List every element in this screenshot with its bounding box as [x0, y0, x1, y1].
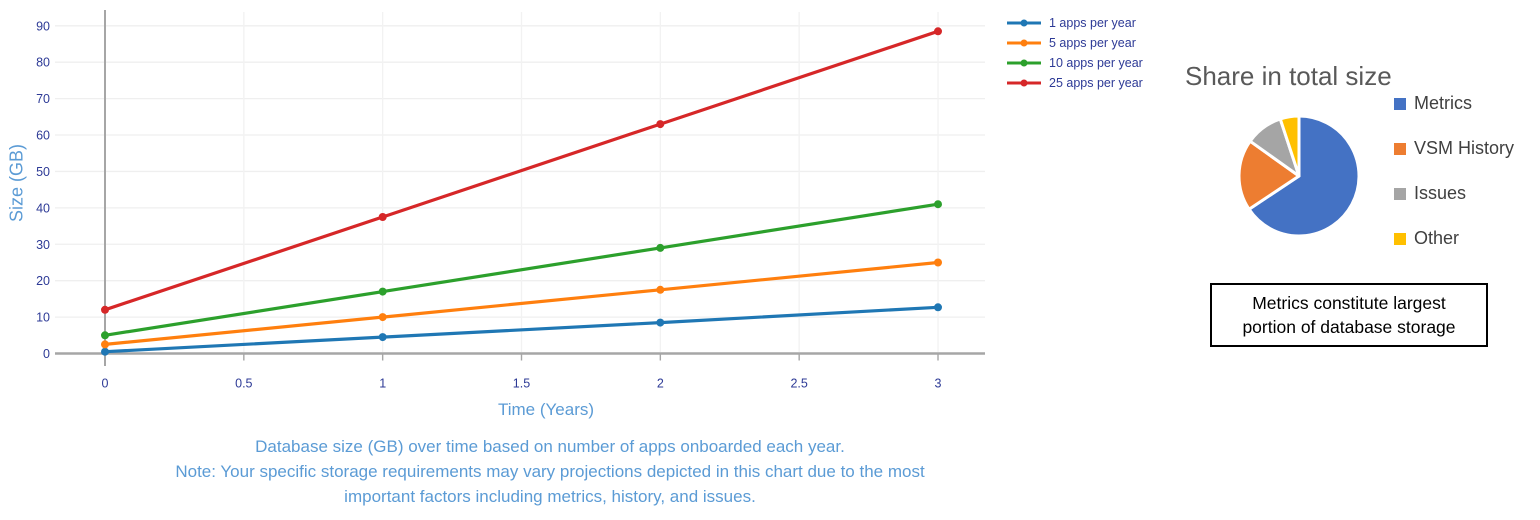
annotation-line: Metrics constitute largest — [1252, 292, 1446, 313]
y-tick-label: 90 — [36, 19, 50, 33]
data-point-marker — [934, 27, 942, 36]
y-tick-label: 70 — [36, 92, 50, 106]
x-axis-title: Time (Years) — [497, 400, 595, 419]
legend-label: 25 apps per year — [1049, 76, 1143, 90]
series-line — [104, 305, 939, 354]
legend-label: 10 apps per year — [1049, 56, 1143, 70]
pie-legend-item: VSM History — [1394, 138, 1514, 159]
annotation-box: Metrics constitute largest portion of da… — [1210, 283, 1488, 347]
pie-chart-canvas — [1237, 114, 1361, 238]
legend-swatch-icon — [1394, 142, 1406, 155]
y-tick-label: 10 — [36, 311, 50, 325]
data-point-marker — [378, 333, 387, 342]
caption-line: Note: Your specific storage requirements… — [175, 462, 925, 481]
pie-slice — [1247, 114, 1361, 238]
y-tick-label: 50 — [36, 165, 50, 179]
pie-legend-item: Issues — [1394, 183, 1514, 204]
y-tick-label: 60 — [36, 129, 50, 143]
legend-label: 1 apps per year — [1049, 16, 1136, 30]
legend-item: 5 apps per year — [1006, 33, 1143, 53]
x-tick-label: 2.5 — [790, 377, 807, 391]
pie-slice — [1237, 139, 1301, 211]
pie-legend-item: Other — [1394, 228, 1514, 249]
data-point-marker — [656, 318, 665, 327]
data-point-marker — [378, 313, 387, 322]
data-point-marker — [101, 305, 109, 314]
legend-swatch-icon — [1394, 187, 1406, 200]
x-tick-label: 1.5 — [513, 377, 530, 391]
pie-chart-title: Share in total size — [1185, 61, 1392, 91]
data-point-marker — [378, 287, 387, 296]
legend-item: 25 apps per year — [1006, 73, 1143, 93]
y-tick-label: 20 — [36, 274, 50, 288]
data-point-marker — [656, 120, 665, 129]
data-point-marker — [378, 213, 387, 221]
legend-line-marker-icon — [1007, 59, 1041, 67]
caption-line: Database size (GB) over time based on nu… — [255, 437, 845, 456]
y-tick-label: 80 — [36, 56, 50, 70]
pie-slice — [1278, 114, 1301, 178]
line-chart-legend: 1 apps per year 5 apps per year 10 apps … — [1006, 13, 1143, 93]
x-tick-label: 0.5 — [235, 377, 252, 391]
data-point-marker — [101, 347, 109, 356]
chart-caption: Database size (GB) over time based on nu… — [175, 434, 924, 509]
data-point-marker — [656, 285, 665, 294]
y-tick-label: 0 — [43, 347, 50, 361]
x-tick-label: 0 — [102, 377, 109, 391]
legend-swatch-icon — [1394, 232, 1406, 245]
data-point-marker — [934, 200, 942, 209]
data-point-marker — [101, 340, 109, 349]
pie-chart-legend: Metrics VSM History Issues Other — [1394, 93, 1514, 273]
legend-line-marker-icon — [1007, 39, 1041, 47]
y-tick-label: 40 — [36, 201, 50, 215]
data-point-marker — [656, 243, 665, 252]
pie-legend-label: Other — [1414, 228, 1460, 248]
series-line — [104, 29, 939, 312]
pie-legend-item: Metrics — [1394, 93, 1514, 114]
data-point-marker — [101, 331, 109, 340]
series-line — [104, 202, 939, 337]
legend-line-marker-icon — [1007, 79, 1041, 87]
legend-line-marker-icon — [1007, 19, 1041, 27]
caption-line: important factors including metrics, his… — [344, 487, 756, 506]
x-tick-label: 2 — [657, 377, 664, 391]
y-axis-title: Size (GB) — [6, 143, 27, 223]
series-line — [104, 260, 939, 346]
x-tick-label: 1 — [379, 377, 386, 391]
annotation-line: portion of database storage — [1242, 317, 1456, 337]
data-point-marker — [934, 303, 942, 312]
legend-item: 1 apps per year — [1006, 13, 1143, 33]
legend-label: 5 apps per year — [1049, 36, 1136, 50]
pie-legend-label: Issues — [1414, 183, 1467, 203]
x-tick-label: 3 — [935, 377, 942, 391]
pie-legend-label: VSM History — [1414, 138, 1515, 158]
pie-legend-label: Metrics — [1414, 93, 1472, 113]
data-point-marker — [934, 258, 942, 267]
legend-item: 10 apps per year — [1006, 53, 1143, 73]
legend-swatch-icon — [1394, 97, 1406, 110]
y-tick-label: 30 — [36, 238, 50, 252]
